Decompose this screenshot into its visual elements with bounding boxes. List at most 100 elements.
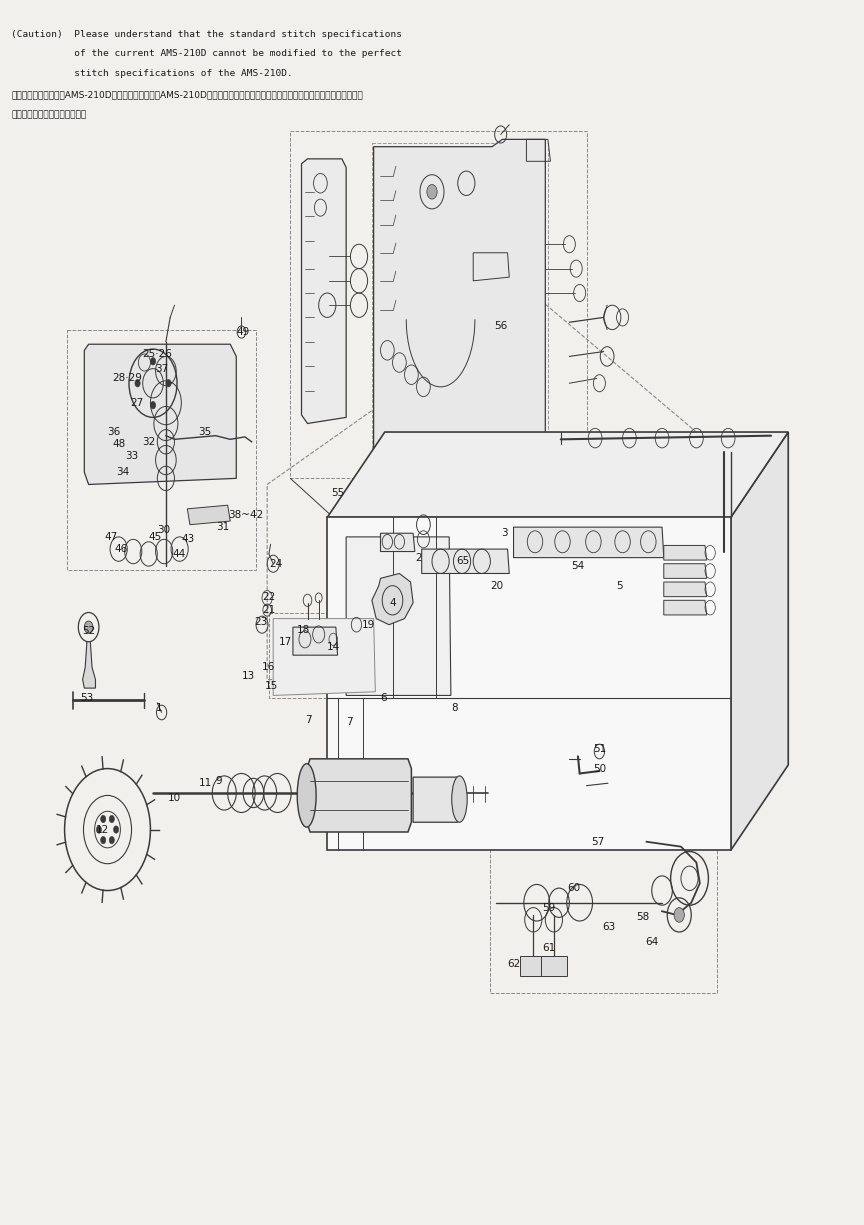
Text: 54: 54 <box>571 561 584 571</box>
Polygon shape <box>302 159 346 424</box>
Polygon shape <box>187 505 231 524</box>
Circle shape <box>427 185 437 200</box>
Polygon shape <box>664 600 707 615</box>
Polygon shape <box>422 549 509 573</box>
Text: 15: 15 <box>264 681 278 691</box>
Circle shape <box>150 358 156 365</box>
Circle shape <box>135 380 140 387</box>
Text: 38~42: 38~42 <box>228 510 263 519</box>
Ellipse shape <box>297 763 316 827</box>
Text: 7: 7 <box>305 715 312 725</box>
Text: 52: 52 <box>82 626 95 636</box>
Text: 64: 64 <box>645 937 658 947</box>
Circle shape <box>166 380 171 387</box>
Text: 55: 55 <box>331 488 344 499</box>
Text: 27: 27 <box>130 398 143 408</box>
Text: 28·29: 28·29 <box>112 374 143 383</box>
Text: 65: 65 <box>456 556 469 566</box>
Polygon shape <box>380 533 415 551</box>
Ellipse shape <box>452 775 467 822</box>
Text: 33: 33 <box>124 451 138 462</box>
Text: 30: 30 <box>157 524 170 534</box>
Polygon shape <box>664 564 707 578</box>
Text: (Caution)  Please understand that the standard stitch specifications: (Caution) Please understand that the sta… <box>11 29 403 39</box>
Polygon shape <box>346 537 451 696</box>
Text: 51: 51 <box>594 744 607 755</box>
Polygon shape <box>273 619 375 696</box>
Text: ご了承下さい。: ご了承下さい。 <box>11 110 86 119</box>
Text: 32: 32 <box>142 437 156 447</box>
Text: 45: 45 <box>149 532 162 541</box>
Circle shape <box>109 837 114 844</box>
Text: 10: 10 <box>168 793 181 802</box>
Circle shape <box>113 826 118 833</box>
Text: 47: 47 <box>104 532 118 541</box>
Text: 8: 8 <box>451 703 458 713</box>
Polygon shape <box>731 432 788 850</box>
Text: 12: 12 <box>96 824 109 834</box>
Text: of the current AMS-210D cannot be modified to the perfect: of the current AMS-210D cannot be modifi… <box>11 49 403 58</box>
Circle shape <box>150 402 156 409</box>
Text: 48: 48 <box>112 440 126 450</box>
Text: 16: 16 <box>262 663 276 673</box>
Polygon shape <box>664 545 707 560</box>
Text: 25·26: 25·26 <box>142 349 172 359</box>
Text: stitch specifications of the AMS-210D.: stitch specifications of the AMS-210D. <box>11 69 293 77</box>
Text: 11: 11 <box>199 778 212 788</box>
Text: 61: 61 <box>542 943 556 953</box>
Text: 46: 46 <box>114 544 128 554</box>
Polygon shape <box>413 777 460 822</box>
Text: 1: 1 <box>156 703 162 713</box>
Polygon shape <box>373 140 545 459</box>
Circle shape <box>109 816 114 823</box>
Text: 36: 36 <box>107 428 121 437</box>
Polygon shape <box>85 344 236 484</box>
Polygon shape <box>541 957 567 976</box>
Text: 14: 14 <box>327 642 340 652</box>
Text: 60: 60 <box>568 883 581 893</box>
Text: 35: 35 <box>199 428 212 437</box>
Text: 56: 56 <box>494 321 507 331</box>
Circle shape <box>674 908 684 922</box>
Text: 23: 23 <box>254 617 268 627</box>
Circle shape <box>100 816 105 823</box>
Circle shape <box>85 621 93 633</box>
Text: 63: 63 <box>602 922 615 932</box>
Text: 6: 6 <box>380 693 387 703</box>
Text: （注　　意）　現行のAMS-210D標準ステッチ仕様かAMS-210Dパーフェクトステッチ仕様へ改造による仕様変更はできません。: （注 意） 現行のAMS-210D標準ステッチ仕様かAMS-210Dパーフェクト… <box>11 91 363 99</box>
Polygon shape <box>293 627 338 655</box>
Text: 5: 5 <box>617 581 623 590</box>
Text: 18: 18 <box>296 625 309 635</box>
Text: 53: 53 <box>80 693 93 703</box>
Text: 43: 43 <box>181 534 194 544</box>
Circle shape <box>100 837 105 844</box>
Text: 62: 62 <box>507 959 521 969</box>
Polygon shape <box>520 957 546 976</box>
Polygon shape <box>513 527 664 557</box>
Text: 19: 19 <box>362 620 375 630</box>
Text: 59: 59 <box>542 903 556 913</box>
Text: 31: 31 <box>216 522 229 532</box>
Text: 34: 34 <box>116 467 130 478</box>
Text: 58: 58 <box>636 913 650 922</box>
Text: 20: 20 <box>491 581 504 590</box>
Polygon shape <box>327 517 731 850</box>
Text: 22: 22 <box>262 592 276 601</box>
Polygon shape <box>307 758 411 832</box>
Text: 21: 21 <box>262 605 276 615</box>
Text: 49: 49 <box>236 327 250 337</box>
Polygon shape <box>327 432 788 517</box>
Text: 7: 7 <box>346 718 353 728</box>
Text: 17: 17 <box>279 637 292 647</box>
Text: 50: 50 <box>594 763 607 774</box>
Text: 13: 13 <box>241 671 255 681</box>
Circle shape <box>97 826 101 833</box>
Polygon shape <box>664 582 707 597</box>
Text: 4: 4 <box>389 598 396 608</box>
Text: 3: 3 <box>500 528 507 538</box>
Polygon shape <box>372 573 413 625</box>
Text: 2: 2 <box>415 552 422 562</box>
Text: 24: 24 <box>269 559 283 568</box>
Text: 9: 9 <box>216 775 222 785</box>
Text: 57: 57 <box>592 837 605 846</box>
